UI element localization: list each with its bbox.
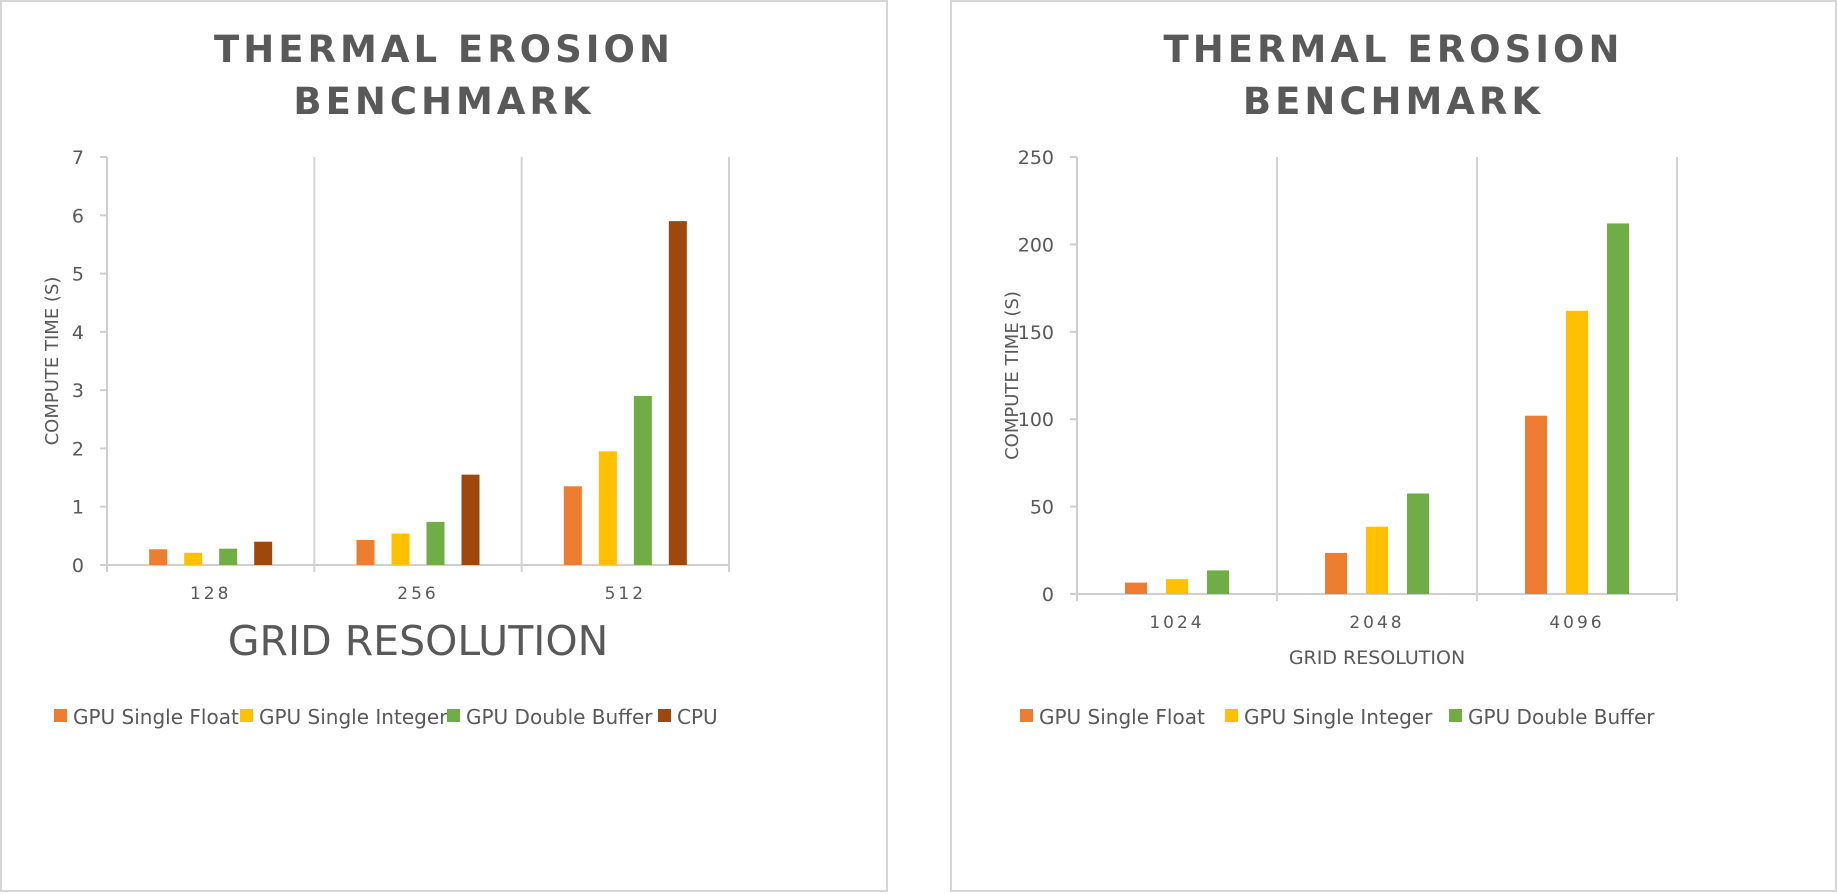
legend-label: CPU: [677, 705, 718, 729]
y-tick-label: 150: [1018, 322, 1054, 344]
bar: [254, 541, 273, 565]
legend-swatch: [54, 709, 67, 722]
y-tick-label: 100: [1018, 409, 1054, 431]
y-tick-label: 4: [72, 322, 84, 344]
y-tick-label: 3: [72, 380, 84, 402]
legend-swatch: [447, 709, 460, 722]
bar: [1525, 415, 1547, 594]
legend-label: GPU Single Integer: [1244, 705, 1433, 729]
bar: [1407, 493, 1429, 594]
bar: [1166, 579, 1188, 594]
chart-title-line: THERMAL EROSION: [1164, 28, 1624, 71]
y-tick-label: 7: [72, 147, 84, 169]
y-axis-title: COMPUTE TIME (S): [42, 277, 63, 446]
y-tick-label: 50: [1030, 497, 1054, 519]
x-category-label: 1024: [1149, 613, 1204, 633]
bar: [184, 552, 203, 565]
y-tick-label: 250: [1018, 147, 1054, 169]
bar: [1366, 526, 1388, 594]
chart-title-line: THERMAL EROSION: [214, 28, 674, 71]
y-tick-label: 200: [1018, 234, 1054, 256]
bar: [356, 539, 375, 565]
y-tick-label: 2: [72, 438, 84, 460]
x-category-label: 128: [190, 584, 231, 604]
left-chart-panel: THERMAL EROSION BENCHMARK 0 1 2 3 4 5 6 7 128 256 51…: [0, 0, 888, 892]
x-category-label: 512: [605, 584, 646, 604]
y-axis-title: COMPUTE TIME (S): [1002, 291, 1023, 460]
legend-label: GPU Double Buffer: [1468, 705, 1655, 729]
x-category-label: 2048: [1349, 613, 1404, 633]
chart-title-line: BENCHMARK: [293, 80, 594, 123]
legend-swatch: [1449, 709, 1462, 722]
legend-swatch: [1225, 709, 1238, 722]
bar: [1607, 223, 1629, 594]
y-tick-label: 0: [1042, 584, 1054, 606]
bar: [219, 548, 238, 565]
bar: [426, 521, 445, 565]
legend-label: GPU Single Integer: [259, 705, 448, 729]
legend-label: GPU Single Float: [1039, 705, 1205, 729]
right-chart-panel: THERMAL EROSION BENCHMARK 0 50 100 150 200 250 1…: [950, 0, 1837, 892]
left-chart: THERMAL EROSION BENCHMARK 0 1 2 3 4 5 6 7 128 256 51…: [42, 28, 730, 729]
bar: [149, 549, 168, 565]
legend-label: GPU Single Float: [73, 705, 239, 729]
y-tick-label: 0: [72, 555, 84, 577]
bar: [1566, 310, 1588, 594]
chart-title-line: BENCHMARK: [1243, 80, 1544, 123]
y-tick-label: 5: [72, 264, 84, 286]
bar: [598, 451, 617, 565]
legend-swatch: [240, 709, 253, 722]
legend-label: GPU Double Buffer: [466, 705, 653, 729]
bar: [1125, 582, 1147, 594]
bar: [391, 533, 410, 565]
legend-swatch: [658, 709, 671, 722]
y-tick-label: 6: [72, 205, 84, 227]
bar: [1325, 552, 1347, 594]
x-axis-title: GRID RESOLUTION: [228, 617, 609, 665]
legend-swatch: [1020, 709, 1033, 722]
bar: [563, 486, 582, 565]
bar: [633, 395, 652, 565]
x-axis-title: GRID RESOLUTION: [1289, 647, 1465, 669]
bar: [461, 474, 480, 565]
bar: [668, 221, 687, 565]
bar: [1207, 570, 1229, 594]
x-category-label: 256: [397, 584, 438, 604]
x-category-label: 4096: [1549, 613, 1604, 633]
y-tick-label: 1: [72, 497, 84, 519]
right-chart: THERMAL EROSION BENCHMARK 0 50 100 150 200 250 1…: [1002, 28, 1678, 729]
